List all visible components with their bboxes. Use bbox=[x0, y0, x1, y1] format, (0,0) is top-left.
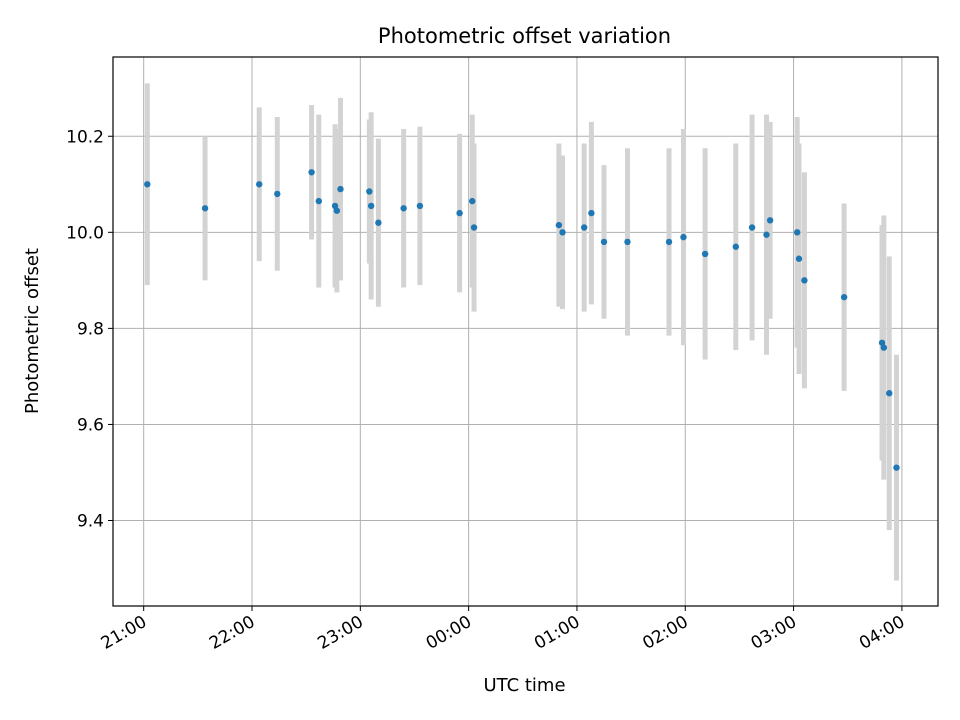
data-point bbox=[624, 238, 631, 246]
y-tick-label: 10.0 bbox=[66, 223, 104, 243]
data-point bbox=[308, 169, 315, 176]
data-point bbox=[274, 190, 281, 198]
x-tick-label: 22:00 bbox=[206, 612, 258, 654]
x-tick-label: 00:00 bbox=[423, 612, 475, 654]
data-point bbox=[801, 277, 808, 284]
data-point bbox=[600, 238, 608, 246]
data-point bbox=[333, 207, 341, 214]
x-tick-label: 23:00 bbox=[314, 612, 366, 654]
data-point bbox=[337, 185, 344, 193]
data-point bbox=[878, 339, 886, 346]
data-point bbox=[880, 344, 888, 351]
x-axis-label: UTC time bbox=[483, 675, 565, 696]
data-point bbox=[732, 243, 740, 250]
data-point bbox=[665, 238, 673, 246]
data-point bbox=[588, 209, 595, 217]
data-point bbox=[840, 293, 848, 301]
data-point bbox=[456, 209, 463, 217]
x-tick-label: 01:00 bbox=[531, 612, 583, 654]
data-point bbox=[886, 390, 893, 397]
data-point bbox=[375, 219, 382, 226]
data-points bbox=[144, 169, 900, 471]
data-point bbox=[680, 233, 687, 241]
x-axis-ticks: 21:00 22:00 23:00 00:00 01:00 02:00 03:00 04:00 bbox=[98, 606, 908, 654]
y-tick-label: 9.4 bbox=[77, 512, 104, 532]
data-point bbox=[470, 224, 478, 231]
data-point bbox=[580, 224, 588, 231]
x-tick-label: 02:00 bbox=[639, 612, 691, 654]
x-tick-label: 21:00 bbox=[98, 612, 150, 654]
data-point bbox=[766, 217, 774, 224]
data-point bbox=[748, 224, 756, 231]
plot-area-frame bbox=[112, 56, 939, 607]
y-tick-label: 9.8 bbox=[77, 319, 104, 339]
y-tick-label: 10.2 bbox=[66, 127, 104, 147]
data-point bbox=[416, 202, 424, 210]
data-point bbox=[144, 181, 151, 188]
data-point bbox=[763, 231, 770, 238]
data-point bbox=[793, 229, 801, 236]
data-point bbox=[400, 205, 407, 212]
data-point bbox=[315, 197, 322, 205]
data-point bbox=[366, 188, 373, 195]
y-axis-label: Photometric offset bbox=[22, 248, 43, 414]
data-point bbox=[469, 197, 476, 205]
data-point bbox=[893, 464, 900, 471]
x-tick-label: 04:00 bbox=[856, 612, 908, 654]
error-bars bbox=[144, 83, 899, 581]
data-point bbox=[555, 221, 563, 229]
chart-title: Photometric offset variation bbox=[378, 24, 671, 48]
y-axis-ticks: 9.4 9.6 9.8 10.0 10.2 bbox=[66, 127, 113, 532]
grid bbox=[113, 57, 938, 606]
y-tick-label: 9.6 bbox=[77, 415, 104, 435]
data-point bbox=[795, 255, 803, 262]
data-point bbox=[701, 250, 709, 258]
x-tick-label: 03:00 bbox=[748, 612, 800, 654]
data-point bbox=[256, 181, 263, 188]
data-point bbox=[559, 229, 566, 236]
data-point bbox=[367, 202, 375, 210]
data-point bbox=[331, 202, 339, 210]
data-point bbox=[201, 205, 209, 212]
